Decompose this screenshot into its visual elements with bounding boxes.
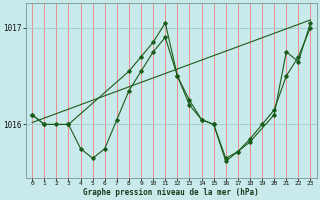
X-axis label: Graphe pression niveau de la mer (hPa): Graphe pression niveau de la mer (hPa) (84, 188, 259, 197)
